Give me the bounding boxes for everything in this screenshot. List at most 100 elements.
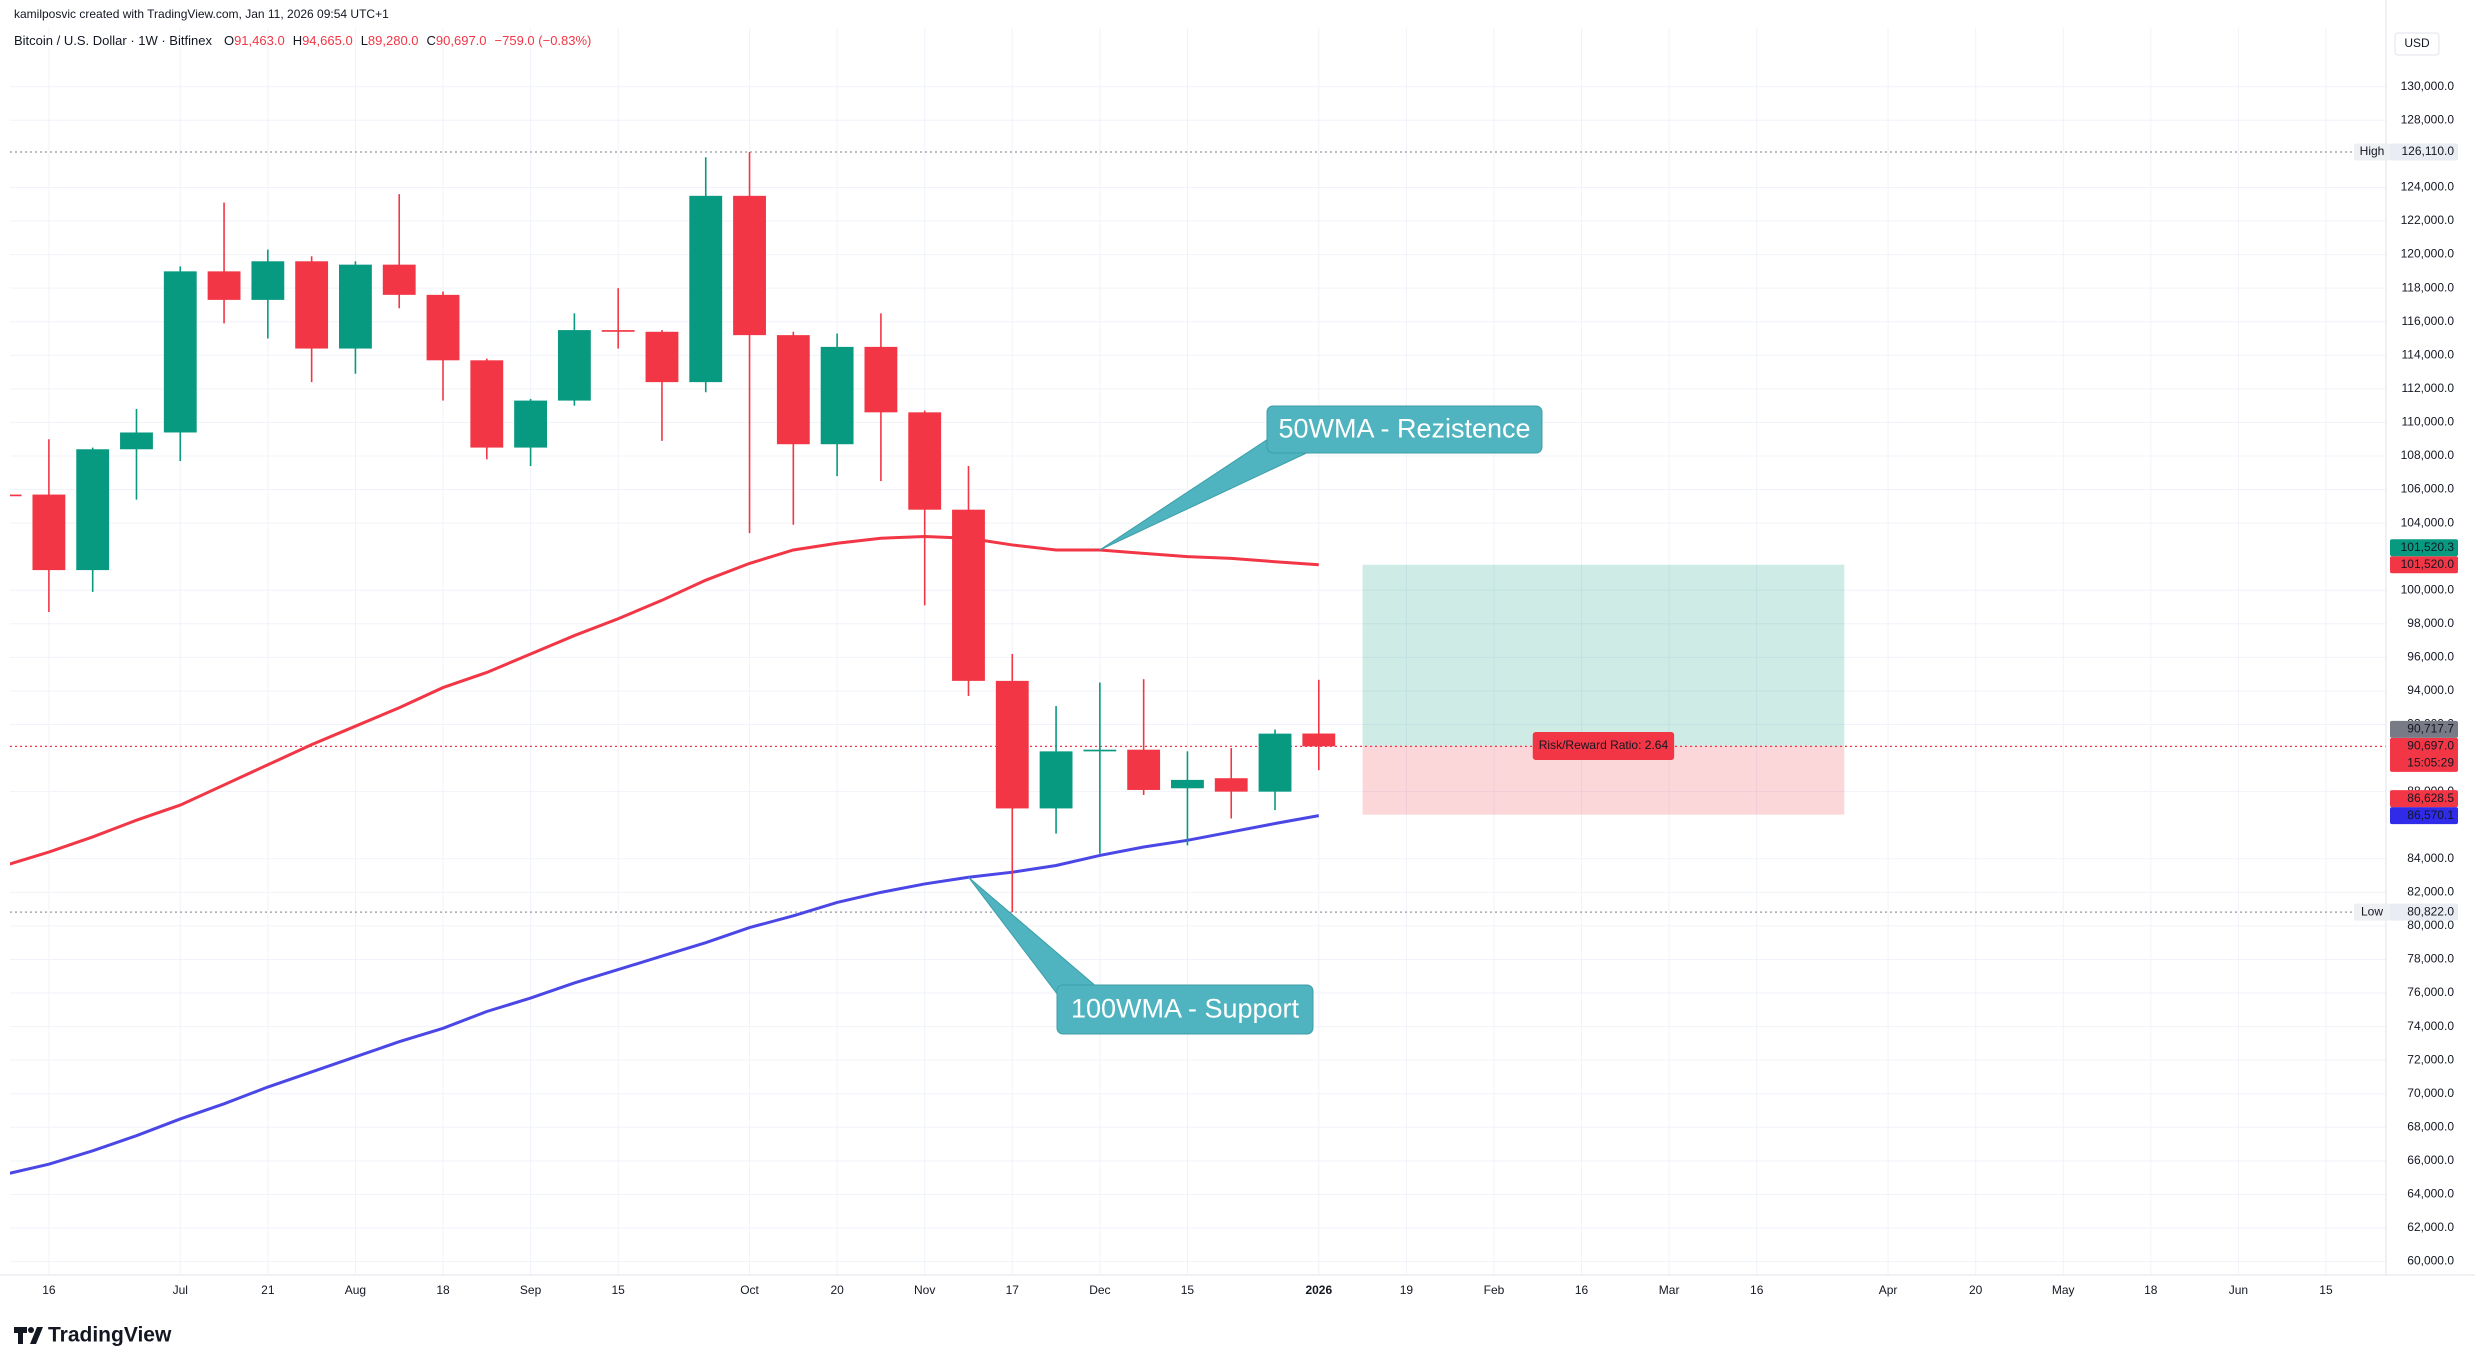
legend-value: 89,280.0	[368, 33, 419, 48]
y-tick-label: 120,000.0	[2401, 247, 2455, 261]
x-tick-label: 15	[2319, 1283, 2333, 1297]
candle-body	[514, 400, 548, 448]
currency[interactable]: USD	[2404, 36, 2430, 50]
y-tick-label: 80,000.0	[2407, 918, 2454, 932]
y-tick-label: 82,000.0	[2407, 885, 2454, 899]
x-tick-label: May	[2052, 1283, 2075, 1297]
candle-body	[1039, 751, 1073, 809]
legend-value: 94,665.0	[302, 33, 353, 48]
legend-change: −759.0 (−0.83%)	[495, 33, 592, 48]
x-tick-label: 20	[830, 1283, 844, 1297]
candle-body	[382, 264, 416, 295]
candle-body	[295, 261, 329, 349]
y-tick-label: 76,000.0	[2407, 985, 2454, 999]
legend-value: 91,463.0	[234, 33, 285, 48]
candle-body	[120, 432, 153, 450]
x-tick-label: 2026	[1305, 1283, 1332, 1297]
y-tick-label: 72,000.0	[2407, 1052, 2454, 1066]
y-tick-label: 64,000.0	[2407, 1187, 2454, 1201]
price-marker	[2390, 556, 2458, 574]
price-marker-label: 126,110.0	[2402, 144, 2455, 158]
x-tick-label: Oct	[740, 1283, 759, 1297]
axes: 130,000.0 128,000.0 124,000.0 122,000.0 120,…	[0, 0, 2475, 1297]
price-marker-tag-label: High	[2360, 144, 2385, 158]
y-tick-label: 114,000.0	[2402, 347, 2455, 361]
legend-key: C	[427, 33, 436, 48]
candle-body	[426, 294, 460, 361]
y-tick-label: 100,000.0	[2401, 582, 2455, 596]
x-tick-label: Apr	[1879, 1283, 1898, 1297]
y-tick-label: 68,000.0	[2407, 1119, 2454, 1133]
plot-area	[10, 151, 2386, 1175]
y-tick-label: 84,000.0	[2407, 851, 2454, 865]
candle-body	[32, 494, 66, 571]
legend-key: H	[293, 33, 302, 48]
candle-body	[1083, 749, 1117, 752]
legend-key: L	[361, 33, 368, 48]
candle-body	[995, 680, 1029, 809]
x-tick-label: 16	[1575, 1283, 1589, 1297]
x-tick-label: Nov	[914, 1283, 935, 1297]
countdown: 15:05:29	[2407, 756, 2454, 770]
candle-body	[557, 330, 591, 401]
y-tick-label: 124,000.0	[2401, 180, 2455, 194]
callout-box	[1056, 984, 1314, 1035]
y-tick-label: 118,000.0	[2402, 280, 2455, 294]
candle-body	[1258, 733, 1292, 792]
price-marker	[2390, 903, 2458, 921]
price-marker-tag-label: Low	[2361, 904, 2383, 918]
candle-body	[251, 261, 285, 300]
candle-body	[820, 346, 854, 445]
candle-body	[470, 360, 504, 448]
x-tick-label: 16	[42, 1283, 56, 1297]
candle-body	[908, 412, 942, 510]
logo-icon	[18, 1327, 23, 1344]
y-tick-label: 74,000.0	[2407, 1019, 2454, 1033]
grid	[10, 28, 2386, 1275]
x-tick-label: 18	[2144, 1283, 2158, 1297]
callout-box	[1266, 405, 1543, 454]
logo-text: TradingView	[48, 1324, 172, 1347]
y-tick-label: 60,000.0	[2407, 1254, 2454, 1268]
candle-body	[1171, 779, 1204, 789]
candle-body	[76, 449, 110, 571]
logo-icon	[28, 1327, 34, 1333]
x-tick-label: Dec	[1089, 1283, 1110, 1297]
x-tick-label: Sep	[520, 1283, 542, 1297]
candle-body	[733, 195, 766, 336]
price-marker	[2390, 143, 2458, 161]
candle-body	[689, 195, 723, 383]
target-zone	[1362, 564, 1845, 747]
price-marker-label: 90,717.7	[2407, 722, 2454, 736]
x-tick-label: 15	[611, 1283, 625, 1297]
x-tick-label: 16	[1750, 1283, 1764, 1297]
y-tick-label: 122,000.0	[2401, 213, 2455, 227]
y-tick-label: 112,000.0	[2402, 381, 2455, 395]
attribution: kamilposvic created with TradingView.com…	[14, 7, 389, 21]
candle-body	[163, 271, 197, 433]
candle-body	[601, 330, 635, 332]
price-marker-tag	[2354, 143, 2390, 161]
legend-key: O	[224, 33, 234, 48]
y-tick-label: 78,000.0	[2407, 952, 2454, 966]
risk-reward-label: Risk/Reward Ratio: 2.64	[1539, 738, 1669, 752]
moving-average-line	[10, 814, 1320, 1175]
price-marker	[2390, 737, 2458, 772]
callout-text: 50WMA - Rezistence	[1278, 414, 1530, 444]
price-marker-label: 101,520.3	[2401, 540, 2455, 554]
price-marker-label: 80,822.0	[2407, 904, 2454, 918]
x-tick-label: Aug	[345, 1283, 366, 1297]
x-tick-label: Jul	[173, 1283, 188, 1297]
x-tick-label: 20	[1969, 1283, 1983, 1297]
price-marker-label: 90,697.0	[2407, 739, 2454, 753]
price-marker-tag	[2354, 903, 2390, 921]
candle-body	[1214, 778, 1248, 792]
x-tick-label: Jun	[2229, 1283, 2248, 1297]
y-tick-label: 104,000.0	[2401, 515, 2455, 529]
y-tick-label: 98,000.0	[2407, 616, 2454, 630]
y-tick-label: 66,000.0	[2407, 1153, 2454, 1167]
currency-button[interactable]	[2394, 32, 2440, 56]
